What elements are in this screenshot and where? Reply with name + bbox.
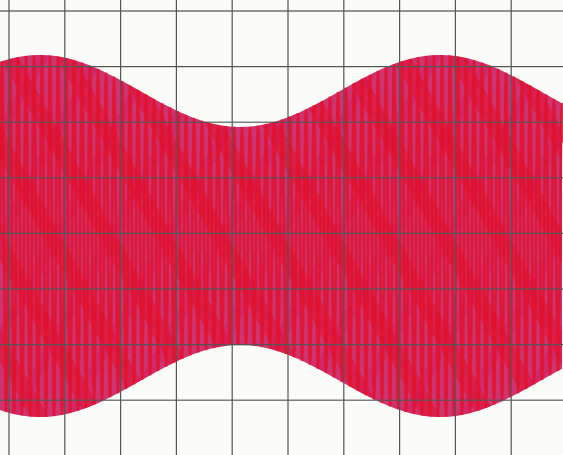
oscilloscope-trace — [0, 0, 563, 455]
page: (() => { const NS = 'http://www.w3.org/2… — [0, 0, 563, 455]
